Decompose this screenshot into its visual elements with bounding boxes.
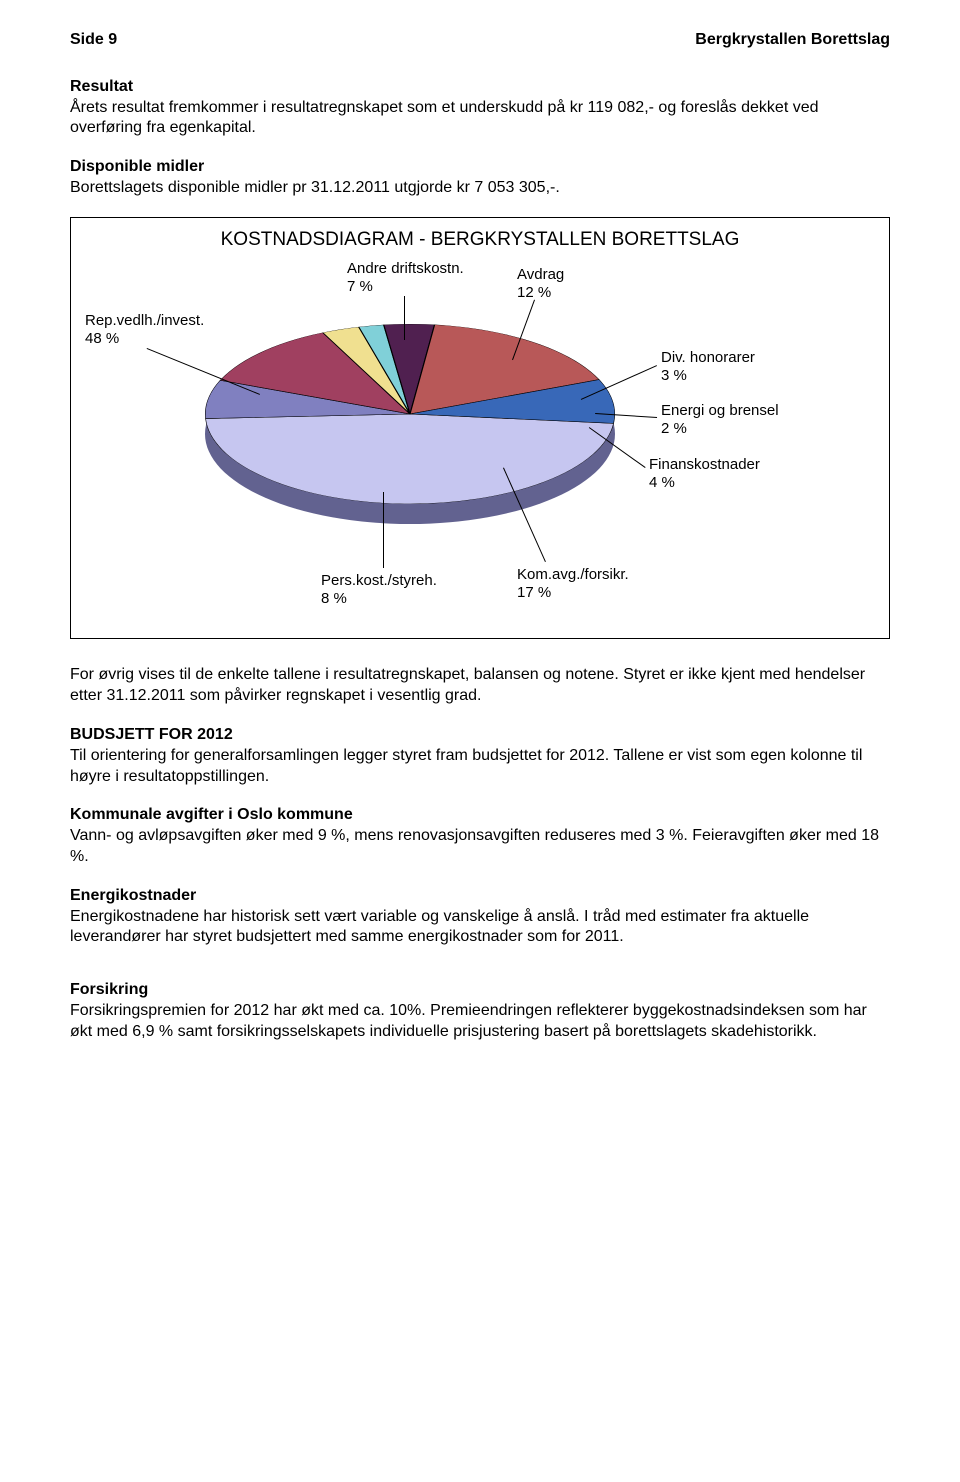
forsikring-heading: Forsikring <box>70 980 890 1001</box>
chart-slice-label: Kom.avg./forsikr. 17 % <box>517 566 629 601</box>
budsjett-heading: BUDSJETT FOR 2012 <box>70 725 890 746</box>
chart-slice-label: Avdrag 12 % <box>517 266 564 301</box>
kommunale-section: Kommunale avgifter i Oslo kommune Vann- … <box>70 805 890 867</box>
page-number: Side 9 <box>70 30 117 51</box>
page-header: Side 9 Bergkrystallen Borettslag <box>70 30 890 51</box>
kommunale-heading: Kommunale avgifter i Oslo kommune <box>70 805 890 826</box>
chart-slice-label: Energi og brensel 2 % <box>661 402 779 437</box>
pie-chart <box>205 324 615 544</box>
leader-line <box>404 296 405 340</box>
chart-slice-label: Finanskostnader 4 % <box>649 456 760 491</box>
budsjett-body: Til orientering for generalforsamlingen … <box>70 746 890 788</box>
pie-top <box>205 324 615 504</box>
resultat-section: Resultat Årets resultat fremkommer i res… <box>70 77 890 139</box>
resultat-body: Årets resultat fremkommer i resultatregn… <box>70 98 890 140</box>
forsikring-body: Forsikringspremien for 2012 har økt med … <box>70 1001 890 1043</box>
disponible-body: Borettslagets disponible midler pr 31.12… <box>70 178 890 199</box>
forovrig-paragraph: For øvrig vises til de enkelte tallene i… <box>70 665 890 707</box>
disponible-section: Disponible midler Borettslagets disponib… <box>70 157 890 199</box>
forsikring-section: Forsikring Forsikringspremien for 2012 h… <box>70 980 890 1042</box>
energi-body: Energikostnadene har historisk sett vært… <box>70 907 890 949</box>
resultat-heading: Resultat <box>70 77 890 98</box>
chart-slice-label: Rep.vedlh./invest. 48 % <box>85 312 204 347</box>
chart-slice-label: Div. honorarer 3 % <box>661 349 755 384</box>
chart-slice-label: Andre driftskostn. 7 % <box>347 260 464 295</box>
chart-area: Rep.vedlh./invest. 48 % Andre driftskostn… <box>85 254 875 624</box>
budsjett-section: BUDSJETT FOR 2012 Til orientering for ge… <box>70 725 890 787</box>
chart-title: KOSTNADSDIAGRAM - BERGKRYSTALLEN BORETTS… <box>85 228 875 253</box>
leader-line <box>383 492 384 568</box>
disponible-heading: Disponible midler <box>70 157 890 178</box>
cost-diagram: KOSTNADSDIAGRAM - BERGKRYSTALLEN BORETTS… <box>70 217 890 640</box>
energi-heading: Energikostnader <box>70 886 890 907</box>
chart-slice-label: Pers.kost./styreh. 8 % <box>321 572 437 607</box>
org-name: Bergkrystallen Borettslag <box>695 30 890 51</box>
kommunale-body: Vann- og avløpsavgiften øker med 9 %, me… <box>70 826 890 868</box>
energi-section: Energikostnader Energikostnadene har his… <box>70 886 890 948</box>
